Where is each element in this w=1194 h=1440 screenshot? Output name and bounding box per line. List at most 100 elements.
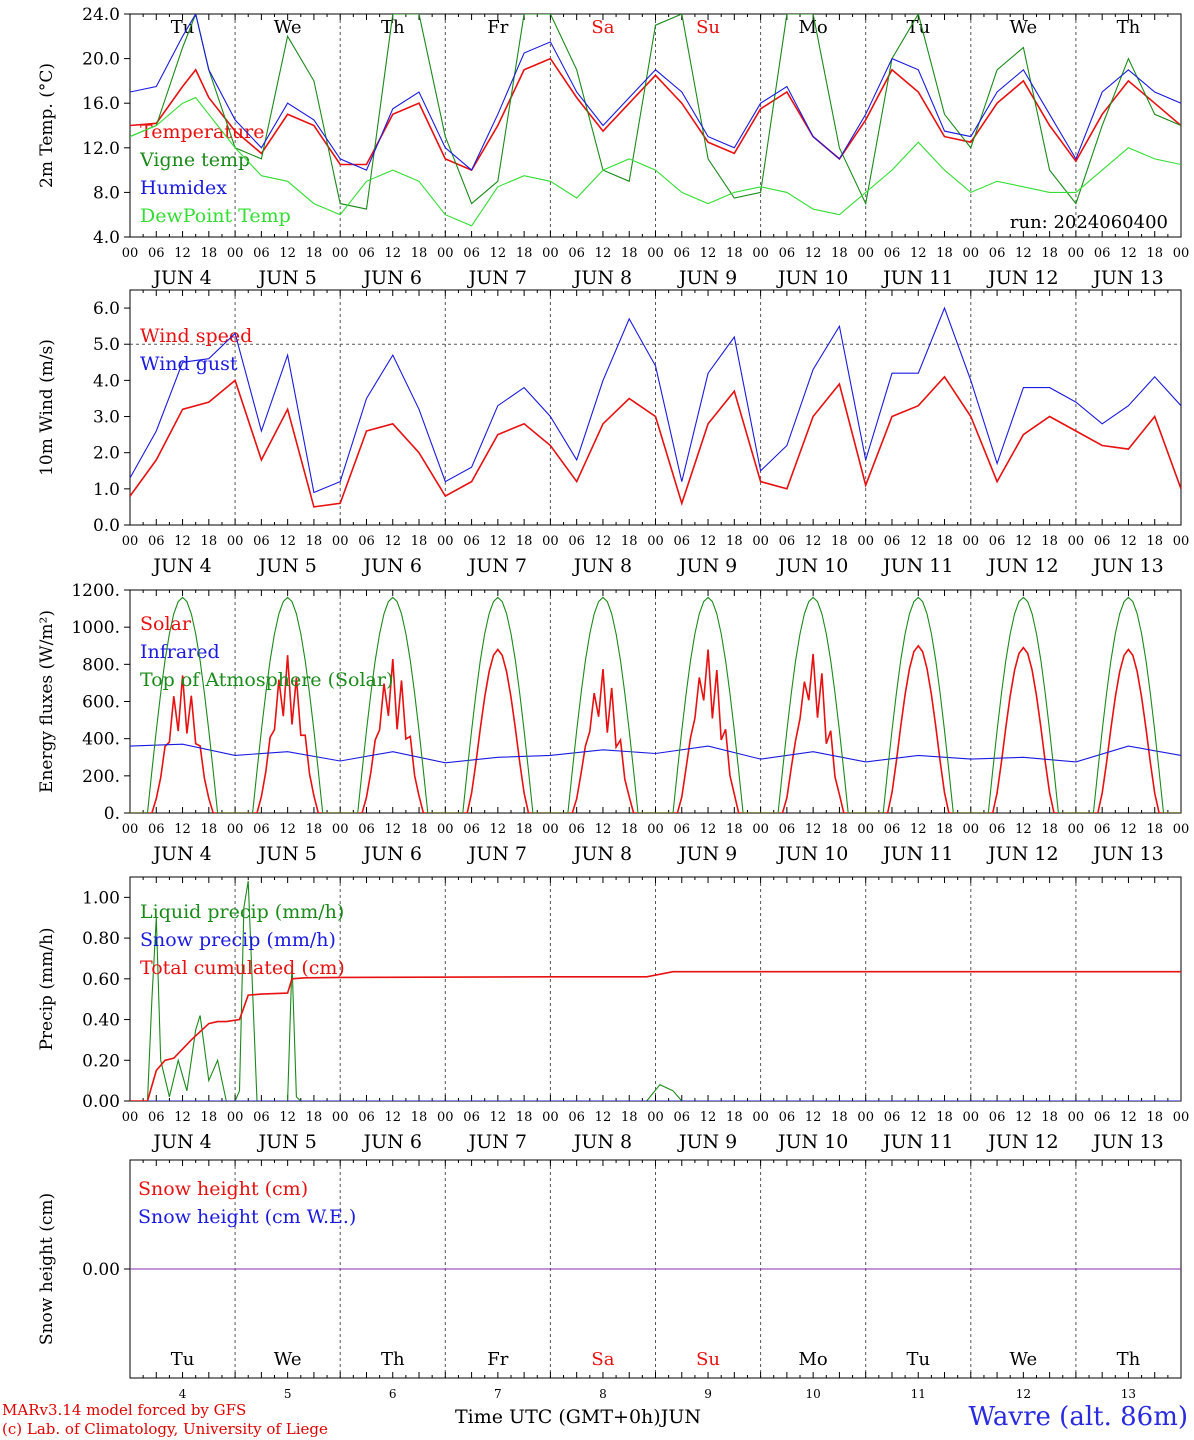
hour-tick-label: 12 [700,822,717,837]
y-tick-label: 3.0 [93,408,120,428]
hour-tick-label: 12 [595,534,612,549]
lab-credit: (c) Lab. of Climatology, University of L… [2,1420,328,1438]
y-tick-label: 16.0 [82,94,120,114]
weekday-label: Su [696,1349,720,1370]
date-label: JUN 12 [986,843,1058,865]
hour-tick-label: 00 [647,246,664,261]
hour-tick-label: 18 [831,246,848,261]
hour-tick-label: 12 [595,246,612,261]
hour-tick-label: 12 [279,246,296,261]
date-label: JUN 6 [362,267,422,289]
hour-tick-label: 12 [1120,822,1137,837]
hour-tick-label: 12 [805,1110,822,1125]
hour-tick-label: 06 [358,246,375,261]
y-tick-label: 4.0 [93,228,120,248]
day-number-label: 9 [704,1387,712,1401]
hour-tick-label: 00 [647,822,664,837]
date-label: JUN 10 [776,843,848,865]
hour-tick-label: 12 [174,1110,191,1125]
date-label: JUN 5 [256,555,316,577]
legend-entry: Wind speed [140,325,252,347]
hour-tick-label: 18 [1041,534,1058,549]
date-label: JUN 13 [1091,555,1163,577]
date-label: JUN 7 [467,267,527,289]
y-tick-label: 1000. [71,618,120,638]
series-line-1 [130,743,1181,764]
hour-tick-label: 18 [831,534,848,549]
series-line-0 [130,644,1181,813]
y-tick-label: 0. [104,804,120,824]
hour-tick-label: 06 [674,534,691,549]
date-label: JUN 10 [776,1131,848,1153]
hour-tick-label: 00 [752,246,769,261]
hour-tick-label: 00 [542,534,559,549]
date-label: JUN 8 [572,1131,632,1153]
hour-tick-label: 06 [884,822,901,837]
hour-tick-label: 18 [411,1110,428,1125]
y-axis-title: Precip (mm/h) [37,927,57,1050]
date-label: JUN 9 [677,267,737,289]
weekday-label: Th [381,1349,405,1370]
hour-tick-label: 06 [779,246,796,261]
hour-tick-label: 06 [1094,1110,1111,1125]
y-tick-label: 0.60 [82,970,120,990]
hour-tick-label: 06 [358,1110,375,1125]
day-number-label: 10 [806,1387,821,1401]
date-label: JUN 6 [362,1131,422,1153]
y-tick-label: 24.0 [82,5,120,25]
hour-tick-label: 06 [568,822,585,837]
hour-tick-label: 18 [831,1110,848,1125]
hour-tick-label: 12 [279,822,296,837]
weekday-label: Fr [487,1349,508,1370]
y-tick-label: 600. [82,693,120,713]
hour-tick-label: 12 [1120,246,1137,261]
hour-tick-label: 18 [726,534,743,549]
hour-tick-label: 18 [936,534,953,549]
hour-tick-label: 06 [463,534,480,549]
date-label: JUN 11 [881,1131,953,1153]
day-number-label: 4 [179,1387,187,1401]
station-name: Wavre (alt. 86m) [968,1402,1188,1432]
date-label: JUN 7 [467,1131,527,1153]
hour-tick-label: 00 [1173,534,1190,549]
hour-tick-label: 18 [1146,822,1163,837]
date-label: JUN 12 [986,1131,1058,1153]
hour-tick-label: 06 [568,534,585,549]
hour-tick-label: 12 [384,1110,401,1125]
hour-tick-label: 18 [306,534,323,549]
date-label: JUN 10 [776,555,848,577]
hour-tick-label: 06 [253,1110,270,1125]
date-label: JUN 4 [151,843,211,865]
weekday-label: Tu [171,1349,195,1370]
hour-tick-label: 12 [1015,534,1032,549]
y-axis-title: Energy fluxes (W/m²) [37,610,57,793]
y-tick-label: 6.0 [93,299,120,319]
y-tick-label: 20.0 [82,50,120,70]
hour-tick-label: 18 [306,246,323,261]
date-label: JUN 5 [256,1131,316,1153]
hour-tick-label: 18 [411,246,428,261]
hour-tick-label: 18 [411,822,428,837]
day-number-label: 12 [1016,1387,1031,1401]
hour-tick-label: 12 [279,1110,296,1125]
hour-tick-label: 12 [490,534,507,549]
date-label: JUN 4 [151,1131,211,1153]
hour-tick-label: 00 [857,822,874,837]
date-label: JUN 8 [572,555,632,577]
date-label: JUN 13 [1091,1131,1163,1153]
hour-tick-label: 00 [1068,534,1085,549]
hour-tick-label: 06 [148,822,165,837]
hour-tick-label: 00 [542,246,559,261]
date-label: JUN 6 [362,555,422,577]
hour-tick-label: 06 [884,246,901,261]
day-number-label: 5 [284,1387,292,1401]
hour-tick-label: 00 [647,534,664,549]
hour-tick-label: 06 [779,822,796,837]
y-tick-label: 200. [82,767,120,787]
hour-tick-label: 00 [963,246,980,261]
weekday-label: Sa [591,17,614,38]
hour-tick-label: 12 [910,534,927,549]
hour-tick-label: 12 [490,246,507,261]
hour-tick-label: 00 [963,822,980,837]
hour-tick-label: 00 [1068,246,1085,261]
